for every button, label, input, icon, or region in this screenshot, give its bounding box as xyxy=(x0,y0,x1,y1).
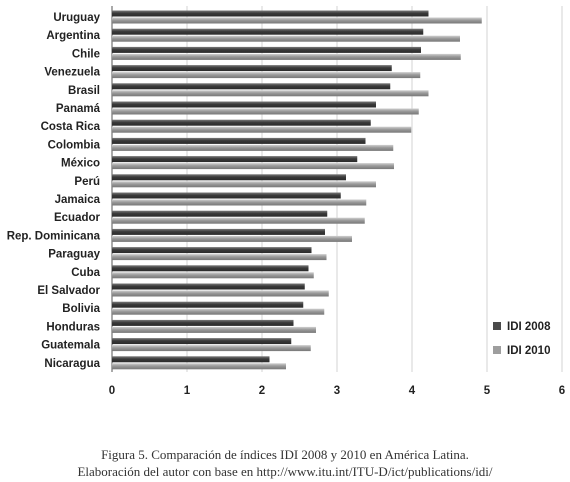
bar-chart: Uruguay Argentina Chile Venezuela Brasil Pana… xyxy=(7,6,565,397)
category-label: Bolivia xyxy=(62,303,100,315)
x-tick-label: 1 xyxy=(184,385,191,397)
bar-idi-2008 xyxy=(112,10,429,17)
category-label: Guatemala xyxy=(41,340,100,352)
category-labels: Uruguay Argentina Chile Venezuela Brasil Pana… xyxy=(7,12,101,370)
bar-idi-2010 xyxy=(112,272,314,279)
category-label: Cuba xyxy=(71,267,100,279)
category-label: Perú xyxy=(74,176,100,188)
bar-idi-2010 xyxy=(112,308,325,315)
bar-idi-2008 xyxy=(112,228,325,235)
category-label: Colombia xyxy=(48,139,101,151)
bar-idi-2008 xyxy=(112,338,292,345)
category-label: Nicaragua xyxy=(44,358,100,370)
bar-idi-2008 xyxy=(112,46,421,53)
category-label: Honduras xyxy=(46,321,100,333)
bar-idi-2008 xyxy=(112,283,305,290)
bar-idi-2010 xyxy=(112,290,329,297)
figure-caption-line1: Figura 5. Comparación de índices IDI 200… xyxy=(101,447,469,462)
x-tick-label: 3 xyxy=(334,385,340,397)
bar-idi-2010 xyxy=(112,363,286,370)
bar-idi-2010 xyxy=(112,35,460,42)
bar-idi-2010 xyxy=(112,345,311,352)
category-label: Ecuador xyxy=(54,212,101,224)
category-label: Argentina xyxy=(46,30,100,42)
bar-idi-2008 xyxy=(112,156,358,163)
bar-idi-2010 xyxy=(112,163,394,170)
bar-idi-2008 xyxy=(112,83,391,90)
bar-idi-2010 xyxy=(112,72,421,79)
bar-idi-2008 xyxy=(112,137,366,144)
bar-idi-2010 xyxy=(112,217,365,224)
category-label: Uruguay xyxy=(53,12,100,24)
x-tick-label: 0 xyxy=(109,385,115,397)
bar-idi-2008 xyxy=(112,101,376,108)
x-tick-label: 5 xyxy=(484,385,491,397)
category-label: Panamá xyxy=(56,103,101,115)
category-label: Rep. Dominicana xyxy=(7,230,101,242)
bar-idi-2008 xyxy=(112,301,304,308)
bar-idi-2010 xyxy=(112,235,352,242)
bar-idi-2010 xyxy=(112,144,394,151)
bar-idi-2008 xyxy=(112,210,328,217)
bar-idi-2008 xyxy=(112,192,341,199)
category-label: Chile xyxy=(72,48,100,60)
figure-caption-line2: Elaboración del autor con base en http:/… xyxy=(77,464,493,479)
legend-swatch xyxy=(493,346,501,354)
bars xyxy=(112,10,482,370)
bar-idi-2010 xyxy=(112,181,376,188)
gridlines xyxy=(111,6,563,372)
legend: IDI 2008 IDI 2010 xyxy=(493,321,551,357)
bar-idi-2008 xyxy=(112,28,424,35)
bar-idi-2008 xyxy=(112,174,346,181)
legend-label: IDI 2008 xyxy=(507,321,551,333)
bar-idi-2010 xyxy=(112,108,419,115)
x-tick-label: 6 xyxy=(559,385,565,397)
bar-idi-2010 xyxy=(112,90,429,97)
x-tick-label: 4 xyxy=(409,385,416,397)
bar-idi-2008 xyxy=(112,265,309,272)
x-tick-labels: 0 1 2 3 4 5 6 xyxy=(109,385,565,397)
category-label: Costa Rica xyxy=(41,121,101,133)
bar-idi-2010 xyxy=(112,199,367,206)
x-tick-label: 2 xyxy=(259,385,265,397)
bar-idi-2008 xyxy=(112,65,392,72)
legend-label: IDI 2010 xyxy=(507,345,550,357)
bar-idi-2010 xyxy=(112,326,316,333)
bar-idi-2010 xyxy=(112,126,412,133)
bar-idi-2008 xyxy=(112,119,371,126)
bar-idi-2010 xyxy=(112,53,461,60)
bar-idi-2008 xyxy=(112,247,312,254)
category-label: Paraguay xyxy=(48,249,100,261)
category-label: México xyxy=(61,158,100,170)
legend-swatch xyxy=(493,322,501,330)
bar-idi-2008 xyxy=(112,356,270,363)
category-label: Jamaica xyxy=(55,194,101,206)
bar-idi-2010 xyxy=(112,254,327,261)
category-label: Brasil xyxy=(68,85,100,97)
category-label: Venezuela xyxy=(44,67,100,79)
category-label: El Salvador xyxy=(37,285,100,297)
bar-idi-2010 xyxy=(112,17,482,24)
bar-idi-2008 xyxy=(112,319,294,326)
